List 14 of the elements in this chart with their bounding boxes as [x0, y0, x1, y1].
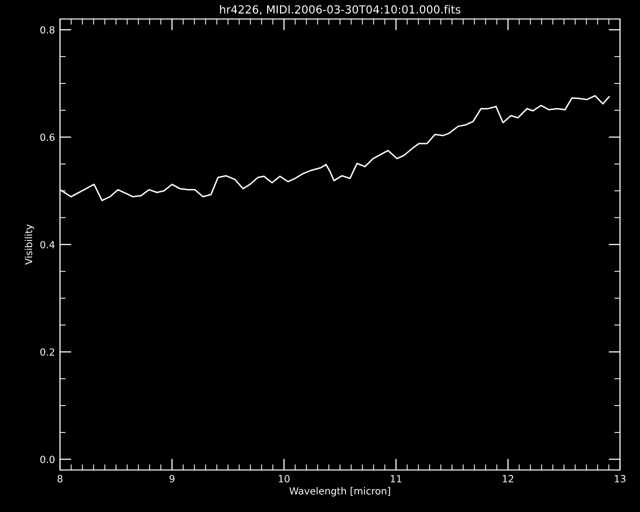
- x-tick-label: 8: [58, 475, 62, 482]
- x-tick-label: 10: [278, 475, 290, 482]
- chart-title: hr4226, MIDI.2006-03-30T04:10:01.000.fits: [220, 5, 460, 15]
- y-tick-label: 0.4: [40, 240, 55, 248]
- y-tick-label: 0.2: [40, 348, 54, 356]
- x-tick-label: 11: [390, 475, 402, 482]
- y-tick-label: 0.0: [40, 456, 54, 464]
- y-axis-title: Visibility: [24, 224, 34, 265]
- y-tick-label: 0.6: [40, 134, 55, 141]
- x-tick-label: 9: [170, 475, 174, 482]
- y-tick-label: 0.8: [40, 26, 54, 34]
- x-axis-title: Wavelength [micron]: [289, 487, 390, 496]
- x-tick-label: 12: [502, 475, 514, 482]
- x-tick-label: 13: [614, 475, 626, 482]
